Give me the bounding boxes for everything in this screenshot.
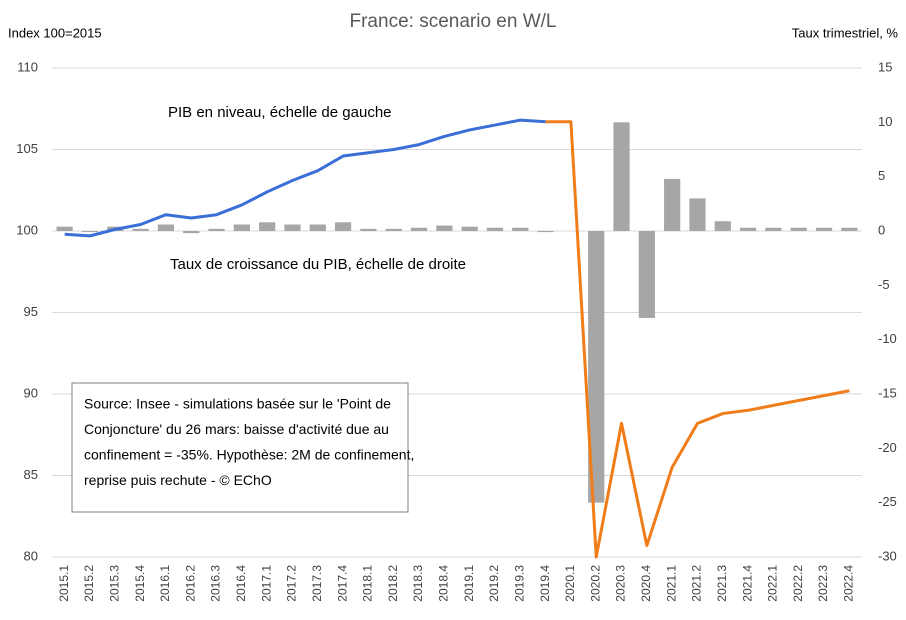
x-tick-label: 2016.4 <box>234 565 248 602</box>
x-tick-label: 2016.1 <box>158 565 172 602</box>
bar <box>638 231 655 318</box>
source-text: reprise puis rechute - © EChO <box>84 472 272 488</box>
x-tick-label: 2022.1 <box>766 565 780 602</box>
x-tick-label: 2018.4 <box>437 565 451 602</box>
x-tick-label: 2022.4 <box>842 565 856 602</box>
x-tick-label: 2022.3 <box>816 565 830 602</box>
x-tick-label: 2021.1 <box>664 565 678 602</box>
bar <box>815 227 833 231</box>
bar <box>410 227 428 231</box>
y2-tick-label: 15 <box>878 59 892 74</box>
x-tick-label: 2021.3 <box>715 565 729 602</box>
x-tick-label: 2015.1 <box>57 565 71 602</box>
annotation: PIB en niveau, échelle de gauche <box>168 104 392 121</box>
x-tick-label: 2020.4 <box>639 565 653 602</box>
bar <box>765 227 782 231</box>
x-tick-label: 2019.3 <box>512 565 526 602</box>
x-tick-label: 2018.1 <box>361 565 375 602</box>
x-tick-label: 2022.2 <box>791 565 805 602</box>
x-tick-label: 2015.4 <box>133 565 147 602</box>
x-tick-label: 2017.3 <box>310 565 324 602</box>
bar <box>360 228 377 231</box>
bar <box>81 231 99 233</box>
y2-tick-label: -15 <box>878 385 897 400</box>
y-axis-label: Index 100=2015 <box>8 25 102 40</box>
y-tick-label: 105 <box>16 141 38 156</box>
bar <box>664 178 681 231</box>
x-tick-label: 2017.1 <box>259 565 273 602</box>
y2-tick-label: -10 <box>878 331 897 346</box>
y2-tick-label: 10 <box>878 114 892 129</box>
x-tick-label: 2019.2 <box>487 565 501 602</box>
bar <box>208 228 225 231</box>
y2-tick-label: 0 <box>878 222 885 237</box>
bar <box>790 227 807 231</box>
x-tick-label: 2015.2 <box>82 565 96 602</box>
bar <box>436 225 453 231</box>
y2-tick-label: -25 <box>878 494 897 509</box>
y2-tick-label: -30 <box>878 548 897 563</box>
chart-title: France: scenario en W/L <box>350 11 557 32</box>
bar <box>613 122 630 231</box>
x-tick-label: 2020.2 <box>588 565 602 602</box>
bar <box>309 224 326 231</box>
y2-tick-label: -20 <box>878 440 897 455</box>
x-tick-label: 2019.1 <box>462 565 476 602</box>
bar <box>461 226 478 231</box>
y-tick-label: 110 <box>17 59 38 74</box>
bar <box>183 231 200 234</box>
y-tick-label: 80 <box>24 548 38 563</box>
x-tick-label: 2021.4 <box>740 565 754 602</box>
x-tick-label: 2017.2 <box>285 565 299 602</box>
y-tick-label: 85 <box>24 467 38 482</box>
y-tick-label: 90 <box>24 385 38 400</box>
source-box <box>71 382 409 513</box>
bar <box>157 224 175 231</box>
x-tick-label: 2020.3 <box>614 565 628 602</box>
x-tick-label: 2019.4 <box>538 565 552 602</box>
bar <box>689 198 706 231</box>
source-text: confinement = -35%. Hypothèse: 2M de con… <box>84 447 414 463</box>
source-text: Conjoncture' du 26 mars: baisse d'activi… <box>84 421 389 437</box>
x-tick-label: 2018.3 <box>411 565 425 602</box>
bar <box>537 231 554 233</box>
bar <box>588 231 605 503</box>
bar <box>132 228 149 231</box>
bar <box>56 226 73 231</box>
source-text: Source: Insee - simulations basée sur le… <box>84 396 391 412</box>
bar <box>284 224 301 231</box>
x-tick-label: 2021.2 <box>690 565 704 602</box>
annotation: Taux de croissance du PIB, échelle de dr… <box>170 256 466 273</box>
x-tick-label: 2020.1 <box>563 565 577 602</box>
bar <box>714 221 731 231</box>
x-tick-label: 2016.3 <box>209 565 223 602</box>
line <box>545 120 850 559</box>
bar <box>512 227 529 231</box>
bar <box>385 228 402 231</box>
line <box>64 118 546 238</box>
y2-tick-label: 5 <box>878 168 885 183</box>
x-tick-label: 2015.3 <box>107 565 121 602</box>
bar <box>486 227 504 231</box>
bar <box>739 227 757 231</box>
bar <box>841 227 858 231</box>
y-tick-label: 95 <box>24 304 38 319</box>
y2-tick-label: -5 <box>878 277 890 292</box>
bar <box>334 222 352 231</box>
x-tick-label: 2018.2 <box>386 565 400 602</box>
y-tick-label: 100 <box>16 222 38 237</box>
bar <box>233 224 250 231</box>
bar <box>259 222 276 231</box>
x-tick-label: 2017.4 <box>335 565 349 602</box>
x-tick-label: 2016.2 <box>183 565 197 602</box>
y2-axis-label: Taux trimestriel, % <box>792 25 899 40</box>
